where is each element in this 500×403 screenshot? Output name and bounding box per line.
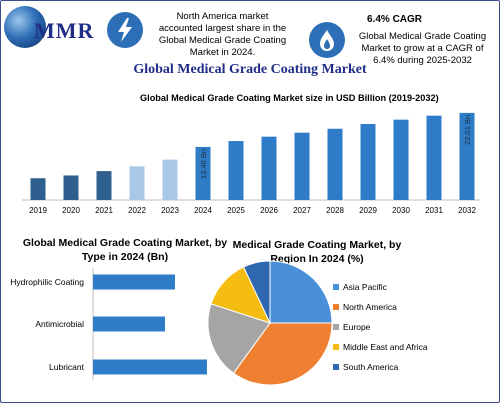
region-pie-chart <box>207 260 333 386</box>
x-tick-label: 2032 <box>458 206 476 215</box>
globe-icon <box>4 6 46 48</box>
region-chart-title-text: Medical Grade Coating Market, by Region … <box>232 239 402 265</box>
x-tick-label: 2023 <box>161 206 179 215</box>
info-north-america: North America market accounted largest s… <box>150 11 295 59</box>
bar-chart-title: Global Medical Grade Coating Market size… <box>140 93 439 103</box>
bar-2019 <box>30 178 46 200</box>
info-line: Market to grow at a CAGR of <box>361 43 484 54</box>
bar-2032 <box>459 112 475 200</box>
x-tick-label: 2028 <box>326 206 344 215</box>
legend-label: Asia Pacific <box>343 282 387 292</box>
bar-2031 <box>426 115 442 200</box>
bar-2022 <box>129 166 145 200</box>
x-tick-label: 2025 <box>227 206 245 215</box>
lightning-icon <box>107 12 143 48</box>
legend-label: Middle East and Africa <box>343 342 428 352</box>
bar-2028 <box>327 128 343 200</box>
flame-icon <box>309 22 345 58</box>
type-bar <box>93 316 165 332</box>
bar-2023 <box>162 159 178 200</box>
bar-2026 <box>261 136 277 200</box>
x-tick-label: 2021 <box>95 206 113 215</box>
logo-text: MMR <box>34 18 95 43</box>
cagr-title: 6.4% CAGR <box>367 14 423 25</box>
type-label: Lubricant <box>49 362 85 372</box>
main-title: Global Medical Grade Coating Market <box>133 62 367 77</box>
x-tick-label: 2030 <box>392 206 410 215</box>
legend-swatch <box>333 364 339 370</box>
region-chart-title: Medical Grade Coating Market, by Region … <box>222 238 412 266</box>
x-tick-label: 2020 <box>62 206 80 215</box>
info-line: accounted largest share in the <box>158 23 287 34</box>
type-bar <box>93 359 207 375</box>
type-chart-title-text: Global Medical Grade Coating Market, by … <box>22 237 228 263</box>
legend-label: North America <box>343 302 397 312</box>
bar-2020 <box>63 175 79 200</box>
bar-2024 <box>195 146 211 200</box>
x-tick-label: 2019 <box>29 206 47 215</box>
info-line: Global Medical Grade Coating <box>358 31 487 42</box>
legend-label: South America <box>343 362 399 372</box>
x-tick-label: 2031 <box>425 206 443 215</box>
legend-swatch <box>333 284 339 290</box>
x-tick-label: 2029 <box>359 206 377 215</box>
type-label: Hydrophilic Coating <box>10 277 84 287</box>
type-chart-title: Global Medical Grade Coating Market, by … <box>20 236 230 264</box>
legend-swatch <box>333 344 339 350</box>
data-label-2024: 13.40 Bn <box>199 149 208 179</box>
type-label: Antimicrobial <box>35 319 84 329</box>
bar-2021 <box>96 171 112 200</box>
x-tick-label: 2024 <box>194 206 212 215</box>
x-tick-label: 2027 <box>293 206 311 215</box>
bar-2029 <box>360 124 376 200</box>
info-line: 6.4% during 2025-2032 <box>373 55 472 66</box>
pie-slice <box>232 322 333 386</box>
info-line: Market in 2024. <box>189 47 256 58</box>
mmr-logo: MMR <box>4 6 104 50</box>
bar-2025 <box>228 141 244 200</box>
market-size-bar-chart: 2019 2020 2021 2022 2023 2024 13.40 Bn 2025 2026… <box>22 112 480 215</box>
bar-2030 <box>393 119 409 200</box>
legend-label: Europe <box>343 322 371 332</box>
legend-swatch <box>333 304 339 310</box>
x-tick-label: 2026 <box>260 206 278 215</box>
type-bar <box>93 274 175 290</box>
pie-slice <box>242 260 271 324</box>
type-bar-chart: Hydrophilic Coating Antimicrobial Lubrican… <box>10 268 207 380</box>
bar-2027 <box>294 132 310 200</box>
info-cagr: Global Medical Grade Coating Market to g… <box>350 31 495 67</box>
data-label-2032: 22.01 Bn <box>463 115 472 145</box>
legend-swatch <box>333 324 339 330</box>
pie-slice <box>269 260 333 324</box>
pie-slice <box>207 303 271 374</box>
info-line: North America market <box>176 11 269 22</box>
x-tick-label: 2022 <box>128 206 146 215</box>
info-line: Global Medical Grade Coating <box>158 35 287 46</box>
